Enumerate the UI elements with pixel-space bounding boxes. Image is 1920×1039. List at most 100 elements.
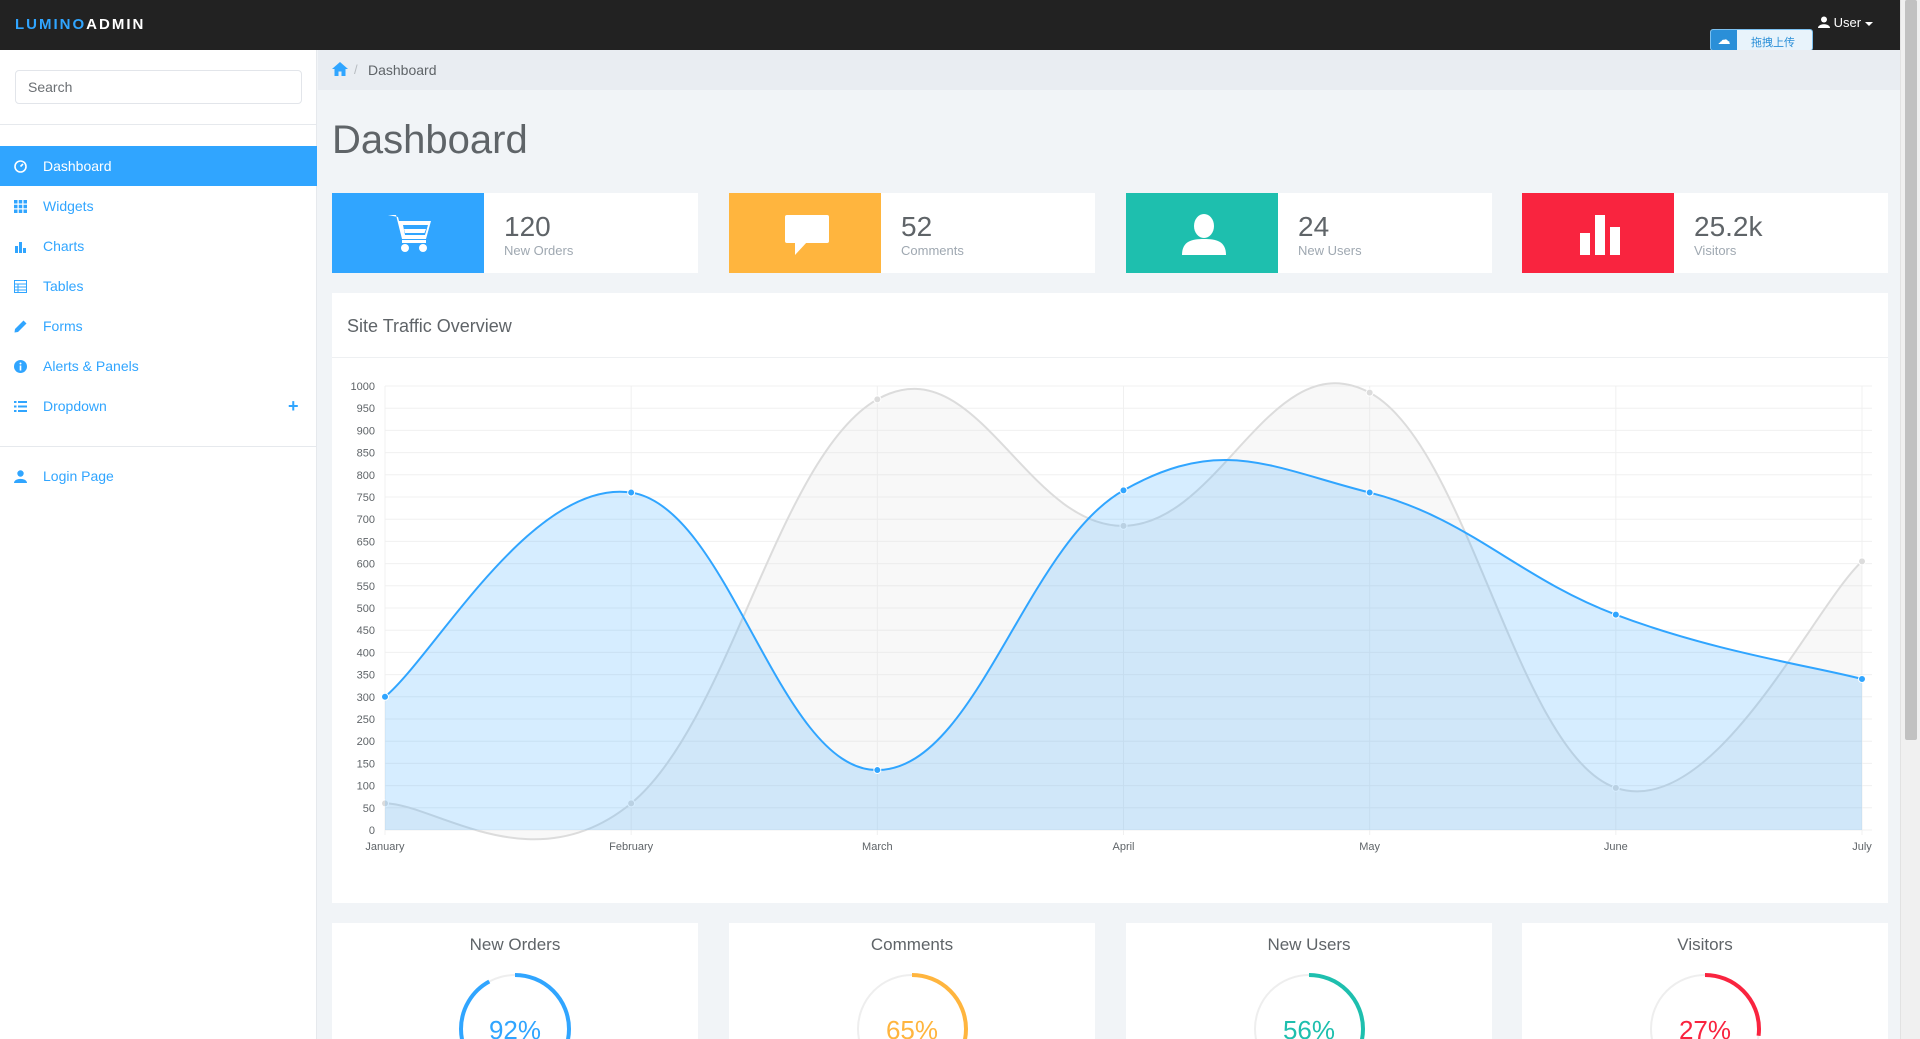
data-point — [1611, 783, 1620, 792]
stat-tile-new-users[interactable]: 24 New Users — [1126, 193, 1492, 273]
panel-title: Site Traffic Overview — [347, 316, 512, 336]
home-icon[interactable] — [332, 62, 348, 76]
sidebar-item-label: Widgets — [43, 198, 94, 214]
scrollbar-thumb[interactable] — [1905, 0, 1917, 740]
progress-card-percent: 27% — [1678, 1015, 1732, 1039]
progress-card-comments: Comments 65% — [729, 923, 1095, 1039]
sidebar-item-login-page[interactable]: Login Page — [0, 456, 317, 496]
tile-value: 24 — [1298, 211, 1330, 242]
y-tick-label: 850 — [357, 448, 375, 460]
tile-label: New Users — [1298, 243, 1362, 258]
chevron-down-icon — [1865, 21, 1874, 26]
pencil-icon — [14, 320, 27, 333]
bar-chart-icon — [1580, 215, 1620, 255]
stat-tile-visitors[interactable]: 25.2k Visitors — [1522, 193, 1888, 273]
sidebar-item-label: Login Page — [43, 468, 114, 484]
stat-tile-comments[interactable]: 52 Comments — [729, 193, 1095, 273]
page-scrollbar[interactable] — [1900, 0, 1920, 1039]
x-tick-label: April — [1112, 841, 1134, 853]
data-point — [1119, 486, 1128, 495]
progress-card-title: New Users — [1267, 935, 1351, 954]
sidebar-divider — [0, 124, 317, 125]
progress-ring-arc — [856, 973, 968, 1039]
upload-button[interactable]: ☁ 拖拽上传 — [1710, 29, 1813, 51]
x-tick-label: January — [365, 841, 405, 853]
breadcrumb-current: Dashboard — [368, 62, 437, 78]
progress-ring — [856, 973, 968, 1039]
brand-part-1: LUMINO — [15, 16, 87, 33]
x-tick-label: March — [862, 841, 893, 853]
sidebar-item-label: Tables — [43, 278, 84, 294]
progress-ring-arc — [1253, 973, 1365, 1039]
x-tick-label: June — [1604, 841, 1628, 853]
data-point — [873, 766, 882, 775]
series-area — [385, 459, 1862, 830]
user-icon — [1818, 16, 1830, 28]
data-point — [1365, 388, 1374, 397]
search-input[interactable] — [15, 70, 302, 104]
y-tick-label: 250 — [357, 714, 375, 726]
brand-logo[interactable]: LUMINOADMIN — [15, 16, 145, 33]
data-point — [1611, 610, 1620, 619]
sidebar-item-charts[interactable]: Charts — [0, 226, 317, 266]
data-point — [1858, 557, 1866, 566]
y-tick-label: 400 — [357, 647, 375, 659]
tile-icon-box — [1126, 193, 1278, 273]
site-traffic-panel: Site Traffic Overview 0 50 100 150 200 250 300… — [332, 293, 1888, 903]
data-point — [873, 395, 882, 404]
progress-ring — [1649, 973, 1761, 1039]
user-icon — [14, 470, 27, 483]
comment-icon — [785, 215, 829, 255]
stat-tile-new-orders[interactable]: 120 New Orders — [332, 193, 698, 273]
tile-icon-box — [332, 193, 484, 273]
y-tick-label: 450 — [357, 625, 375, 637]
sidebar-item-alerts-panels[interactable]: Alerts & Panels — [0, 346, 317, 386]
y-tick-label: 50 — [363, 803, 375, 815]
y-tick-label: 200 — [357, 736, 375, 748]
tile-value: 120 — [504, 211, 551, 242]
tile-value: 52 — [901, 211, 933, 242]
y-tick-label: 1000 — [351, 381, 375, 393]
site-traffic-chart: 0 50 100 150 200 250 300 350 400 450 500 550 600 650 7… — [351, 381, 1873, 853]
sidebar-item-dashboard[interactable]: Dashboard — [0, 146, 317, 186]
tile-icon-box — [729, 193, 881, 273]
sidebar-divider — [0, 446, 317, 447]
sidebar-item-dropdown[interactable]: Dropdown + — [0, 386, 317, 426]
brand-part-2: ADMIN — [86, 16, 146, 33]
dashboard-icon — [14, 160, 27, 173]
tile-label: Comments — [901, 243, 964, 258]
user-label: User — [1833, 15, 1862, 30]
upload-label: 拖拽上传 — [1751, 37, 1795, 49]
y-tick-label: 750 — [357, 492, 375, 504]
sidebar-item-widgets[interactable]: Widgets — [0, 186, 317, 226]
progress-card-title: Comments — [870, 935, 954, 954]
progress-card-percent: 65% — [885, 1015, 939, 1039]
sidebar-item-label: Dropdown — [43, 398, 107, 414]
user-menu[interactable]: User — [1818, 15, 1874, 30]
y-tick-label: 600 — [357, 559, 375, 571]
x-tick-label: February — [609, 841, 654, 853]
sidebar-menu: Dashboard Widgets Charts Tables Forms Al… — [0, 146, 317, 426]
data-point — [627, 799, 636, 808]
table-icon — [14, 280, 27, 293]
sidebar-item-label: Alerts & Panels — [43, 358, 139, 374]
sidebar-item-forms[interactable]: Forms — [0, 306, 317, 346]
data-point — [1119, 521, 1128, 530]
sidebar: Dashboard Widgets Charts Tables Forms Al… — [0, 50, 317, 1039]
progress-ring — [1253, 973, 1365, 1039]
progress-card-percent: 56% — [1282, 1015, 1336, 1039]
progress-ring-arc — [459, 973, 571, 1039]
plus-icon[interactable]: + — [288, 396, 299, 416]
sidebar-item-tables[interactable]: Tables — [0, 266, 317, 306]
data-point — [1858, 675, 1866, 684]
page-title: Dashboard — [332, 118, 528, 162]
cloud-icon: ☁ — [1711, 30, 1737, 50]
y-tick-label: 650 — [357, 536, 375, 548]
info-icon — [14, 360, 27, 373]
progress-card-percent: 92% — [488, 1015, 542, 1039]
data-point — [1365, 488, 1374, 497]
y-tick-label: 950 — [357, 403, 375, 415]
data-point — [381, 692, 389, 701]
progress-ring-arc — [1649, 973, 1761, 1039]
tile-icon-box — [1522, 193, 1674, 273]
